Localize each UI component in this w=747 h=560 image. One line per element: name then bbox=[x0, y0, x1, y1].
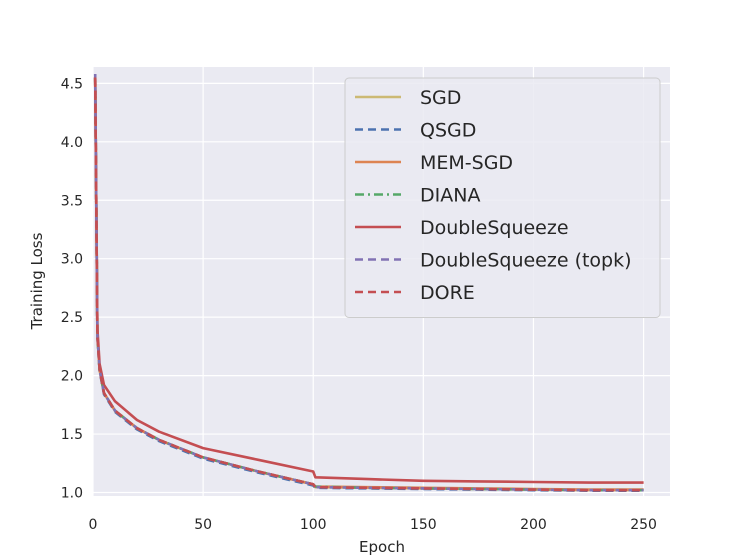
x-ticks: 0 50 100 150 200 250 bbox=[89, 517, 657, 533]
x-tick-label: 100 bbox=[300, 517, 327, 533]
legend-label: DORE bbox=[420, 282, 475, 304]
legend-frame bbox=[345, 78, 660, 318]
y-tick-label: 4.5 bbox=[61, 76, 83, 92]
y-tick-label: 1.0 bbox=[61, 485, 83, 501]
y-tick-label: 4.0 bbox=[61, 135, 83, 151]
y-tick-label: 3.0 bbox=[61, 252, 83, 268]
x-tick-label: 200 bbox=[520, 517, 547, 533]
legend-label: QSGD bbox=[420, 120, 476, 142]
x-tick-label: 0 bbox=[89, 517, 98, 533]
x-tick-label: 50 bbox=[194, 517, 212, 533]
legend: SGD QSGD MEM-SGD DIANA DoubleSqueeze DoubleSq… bbox=[345, 78, 660, 318]
legend-label: DIANA bbox=[420, 185, 480, 207]
x-tick-label: 250 bbox=[630, 517, 657, 533]
y-tick-label: 2.0 bbox=[61, 369, 83, 385]
y-axis-label: Training Loss bbox=[28, 232, 46, 330]
legend-label: DoubleSqueeze (topk) bbox=[420, 250, 632, 272]
legend-label: DoubleSqueeze bbox=[420, 217, 569, 239]
y-tick-label: 1.5 bbox=[61, 427, 83, 443]
x-tick-label: 150 bbox=[410, 517, 437, 533]
legend-label: SGD bbox=[420, 87, 461, 109]
legend-label: MEM-SGD bbox=[420, 152, 513, 174]
y-ticks: 1.0 1.5 2.0 2.5 3.0 3.5 4.0 4.5 bbox=[61, 76, 83, 501]
y-tick-label: 2.5 bbox=[61, 310, 83, 326]
x-axis-label: Epoch bbox=[359, 538, 405, 556]
y-tick-label: 3.5 bbox=[61, 193, 83, 209]
